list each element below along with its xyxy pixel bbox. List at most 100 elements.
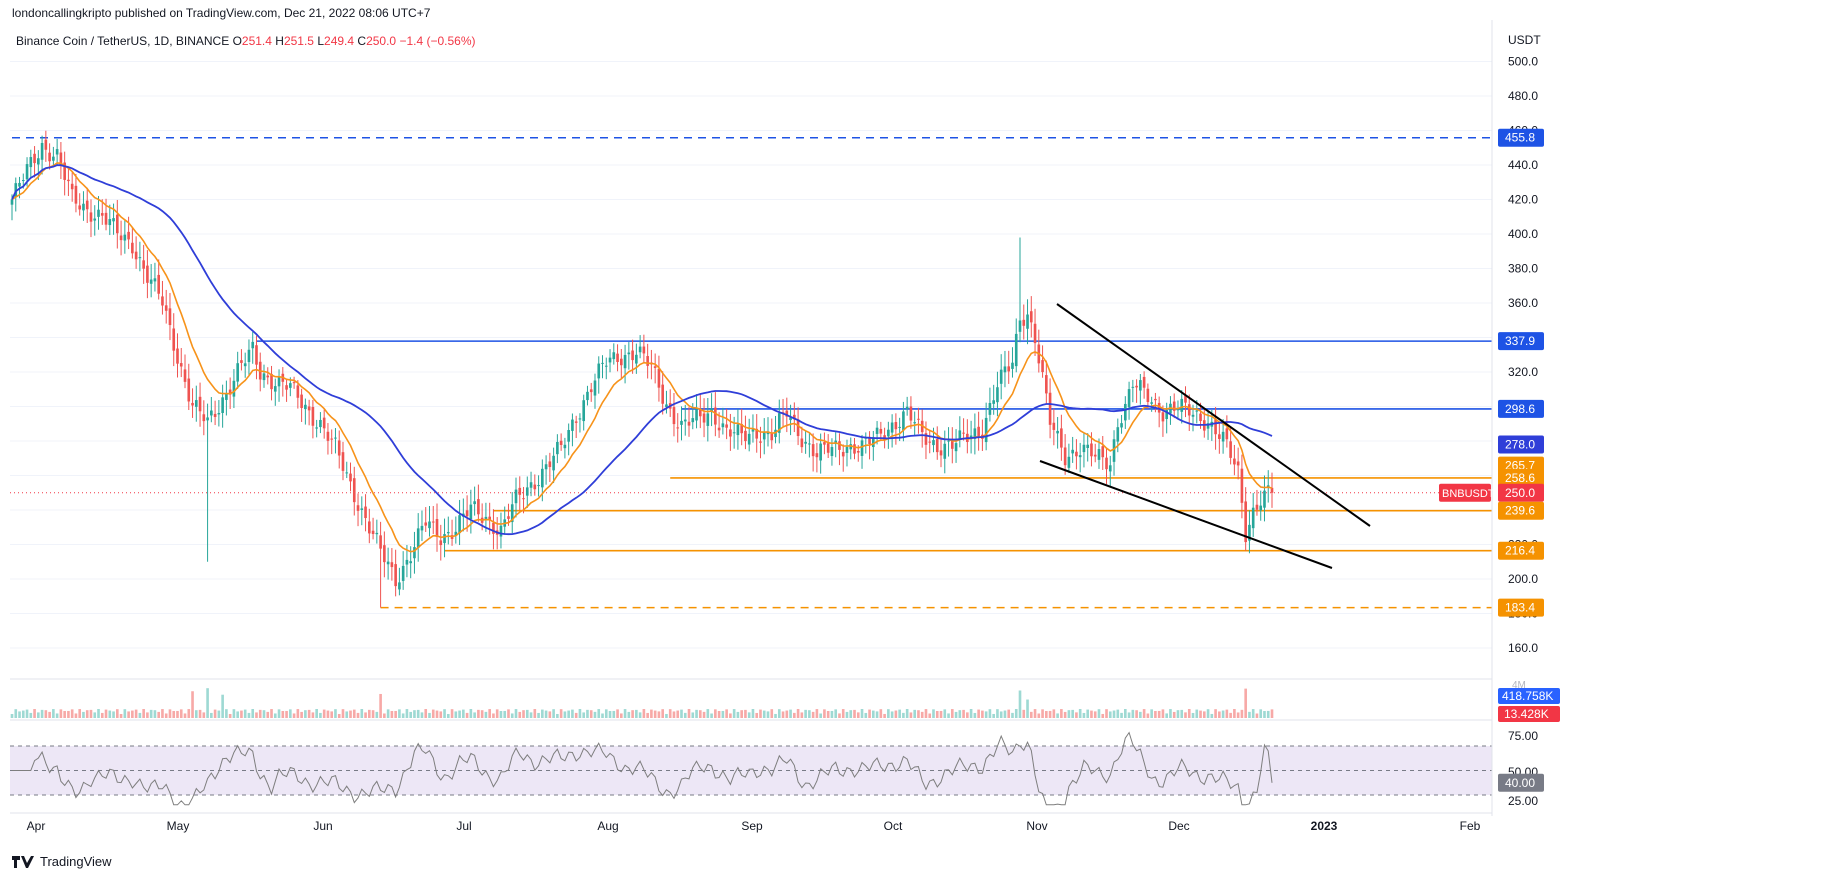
- candle-body: [680, 420, 683, 425]
- volume-bar: [82, 711, 85, 718]
- candle-body: [902, 411, 905, 431]
- volume-bar: [1161, 709, 1165, 718]
- candle-body: [541, 468, 544, 488]
- candle-body: [793, 414, 796, 420]
- volume-bar: [149, 709, 153, 718]
- time-tick-label: Oct: [884, 819, 903, 833]
- volume-bar: [93, 712, 97, 718]
- candle-body: [932, 440, 935, 446]
- volume-bar: [247, 712, 251, 718]
- volume-bar: [702, 711, 706, 718]
- candle-body: [424, 522, 428, 526]
- volume-bar: [341, 709, 345, 718]
- candle-body: [589, 389, 593, 393]
- volume-bar: [503, 710, 507, 718]
- volume-bar: [1022, 709, 1026, 718]
- volume-bar: [1037, 713, 1041, 718]
- volume-bar: [683, 712, 687, 718]
- candle-body: [1022, 319, 1026, 326]
- candle-body: [142, 260, 145, 269]
- candle-body: [1259, 505, 1263, 511]
- volume-bar: [368, 709, 371, 718]
- candle-body: [431, 521, 435, 523]
- volume-bar: [1026, 699, 1029, 718]
- volume-bar: [258, 709, 262, 718]
- volume-bar: [691, 712, 695, 718]
- volume-bar: [988, 709, 992, 718]
- symbol-name[interactable]: Binance Coin / TetherUS, 1D, BINANCE: [16, 34, 230, 48]
- candle-body: [55, 149, 59, 155]
- candle-body: [477, 499, 480, 515]
- rsi-pane: [10, 731, 1492, 806]
- volume-bar: [657, 711, 661, 718]
- volume-bar: [330, 711, 334, 718]
- candle-body: [947, 440, 950, 442]
- volume-bar: [473, 712, 476, 718]
- candle-body: [29, 157, 33, 168]
- candle-body: [1150, 402, 1153, 404]
- volume-bar: [604, 709, 608, 718]
- volume-bar: [924, 709, 928, 718]
- volume-bar: [1018, 690, 1022, 718]
- volume-bar: [446, 713, 450, 718]
- candle-body: [93, 218, 97, 221]
- price-label: 298.6: [1505, 402, 1535, 416]
- volume-bar: [830, 710, 834, 718]
- candle-body: [913, 422, 916, 424]
- candle-body: [240, 360, 243, 363]
- volume-bar: [40, 709, 44, 718]
- tradingview-footer[interactable]: TradingView: [12, 854, 112, 869]
- candle-body: [725, 424, 728, 428]
- price-label: 455.8: [1505, 131, 1535, 145]
- volume-bar: [63, 710, 66, 718]
- volume-bar: [954, 711, 958, 718]
- candle-body: [510, 504, 514, 523]
- candle-body: [1056, 430, 1059, 434]
- candle-body: [1255, 504, 1259, 510]
- candle-body: [1187, 404, 1191, 416]
- candle-body: [307, 406, 311, 411]
- candle-body: [428, 521, 431, 529]
- candle-body: [943, 443, 947, 459]
- candle-body: [1214, 419, 1217, 435]
- volume-bar: [273, 713, 277, 718]
- tradingview-brand: TradingView: [40, 854, 112, 869]
- candle-body: [1142, 376, 1146, 388]
- volume-bar: [401, 713, 405, 718]
- candle-body: [1007, 366, 1011, 372]
- candle-body: [1229, 441, 1232, 458]
- volume-bar: [1251, 709, 1255, 718]
- volume-bar: [194, 710, 198, 718]
- price-label: 183.4: [1505, 601, 1535, 615]
- rsi-line: [12, 731, 1273, 806]
- volume-bar: [428, 712, 431, 718]
- candle-body: [14, 183, 18, 197]
- candle-body: [70, 183, 74, 190]
- volume-bar: [1244, 688, 1247, 718]
- candle-body: [672, 407, 676, 425]
- volume-bar: [1214, 709, 1217, 718]
- volume-bar: [277, 709, 281, 718]
- time-tick-label: 2023: [1311, 819, 1338, 833]
- candle-body: [849, 444, 853, 450]
- price-tick-label: 500.0: [1508, 55, 1538, 69]
- candle-body: [10, 199, 14, 205]
- candle-body: [905, 406, 909, 410]
- volume-bar: [1120, 712, 1123, 718]
- volume-bar: [950, 709, 954, 718]
- candle-body: [465, 510, 469, 517]
- candle-body: [119, 235, 123, 241]
- volume-bar: [612, 710, 616, 718]
- volume-bar: [131, 710, 134, 718]
- volume-bar: [559, 709, 563, 718]
- volume-bar: [394, 710, 397, 718]
- volume-bar: [537, 712, 540, 718]
- price-unit-label: USDT: [1508, 33, 1541, 47]
- volume-bar: [78, 709, 82, 718]
- candle-body: [804, 441, 807, 444]
- candle-body: [390, 562, 394, 568]
- volume-bar: [10, 714, 14, 718]
- volume-bar: [574, 712, 578, 718]
- candle-body: [1011, 362, 1014, 369]
